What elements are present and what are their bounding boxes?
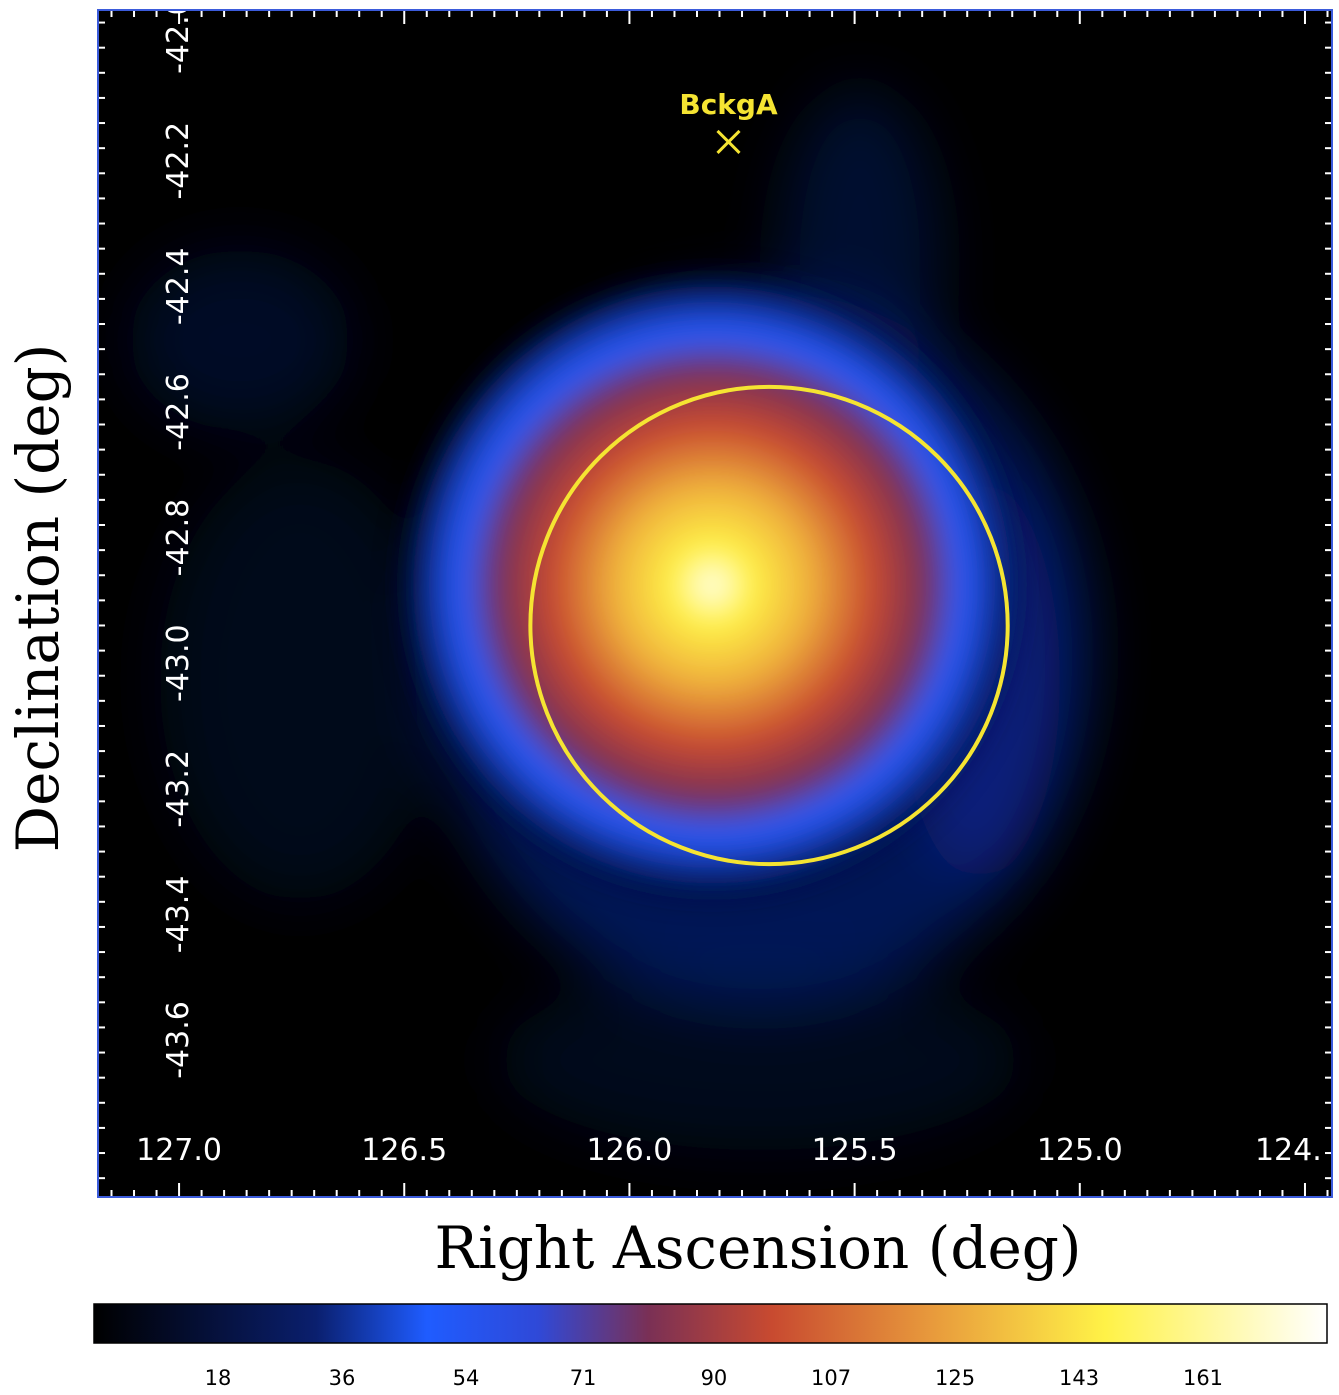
y-tick-label: -43.6 [161, 1001, 196, 1079]
axis-tick-marks [98, 10, 1332, 1197]
y-tick-label: -42.4 [161, 248, 196, 326]
y-tick-label: -42.2 [161, 122, 196, 200]
colorbar-tick-label: 125 [935, 1366, 975, 1390]
y-tick-label: -43.0 [161, 624, 196, 702]
x-tick-label: 126.5 [361, 1133, 447, 1168]
x-tick-label: 125.5 [812, 1133, 898, 1168]
colorbar-tick-labels: 18 36 54 71 90 107 125 143 161 [205, 1366, 1223, 1390]
plot-frame [97, 9, 1333, 1198]
y-tick-label: -42.8 [161, 499, 196, 577]
bckga-marker[interactable]: BckgA [679, 88, 778, 154]
colorbar-tick-label: 161 [1183, 1366, 1223, 1390]
colorbar-tick-label: 18 [205, 1366, 232, 1390]
y-tick-label: -42.6 [161, 373, 196, 451]
colorbar-tick-label: 71 [570, 1366, 597, 1390]
marker-cross-line-2 [716, 129, 741, 154]
colorbar-tick-label: 54 [453, 1366, 480, 1390]
colorbar-tick-label: 36 [329, 1366, 356, 1390]
marker-label: BckgA [679, 88, 778, 121]
colorbar-tick-label: 90 [701, 1366, 728, 1390]
y-tick-label: -43.4 [161, 876, 196, 954]
source-region-circle[interactable] [528, 384, 1010, 867]
y-tick-labels: -42.0 -42.2 -42.4 -42.6 -42.8 -43.0 -43.… [161, 0, 196, 1079]
y-axis-title: Declination (deg) [4, 344, 72, 853]
x-tick-label: 125.0 [1037, 1133, 1123, 1168]
x-tick-label: 124. [1255, 1133, 1322, 1168]
source-emission [392, 265, 1032, 905]
x-tick-labels: 127.0 126.5 126.0 125.5 125.0 124. [136, 1133, 1322, 1168]
y-tick-label: -43.2 [161, 750, 196, 828]
x-tick-label: 126.0 [586, 1133, 672, 1168]
colorbar-tick-label: 143 [1059, 1366, 1099, 1390]
y-tick-label: -42.0 [161, 0, 196, 74]
colorbar [93, 1303, 1328, 1344]
x-axis-title: Right Ascension (deg) [434, 1214, 1081, 1282]
colorbar-tick-label: 107 [811, 1366, 851, 1390]
x-tick-label: 127.0 [136, 1133, 222, 1168]
